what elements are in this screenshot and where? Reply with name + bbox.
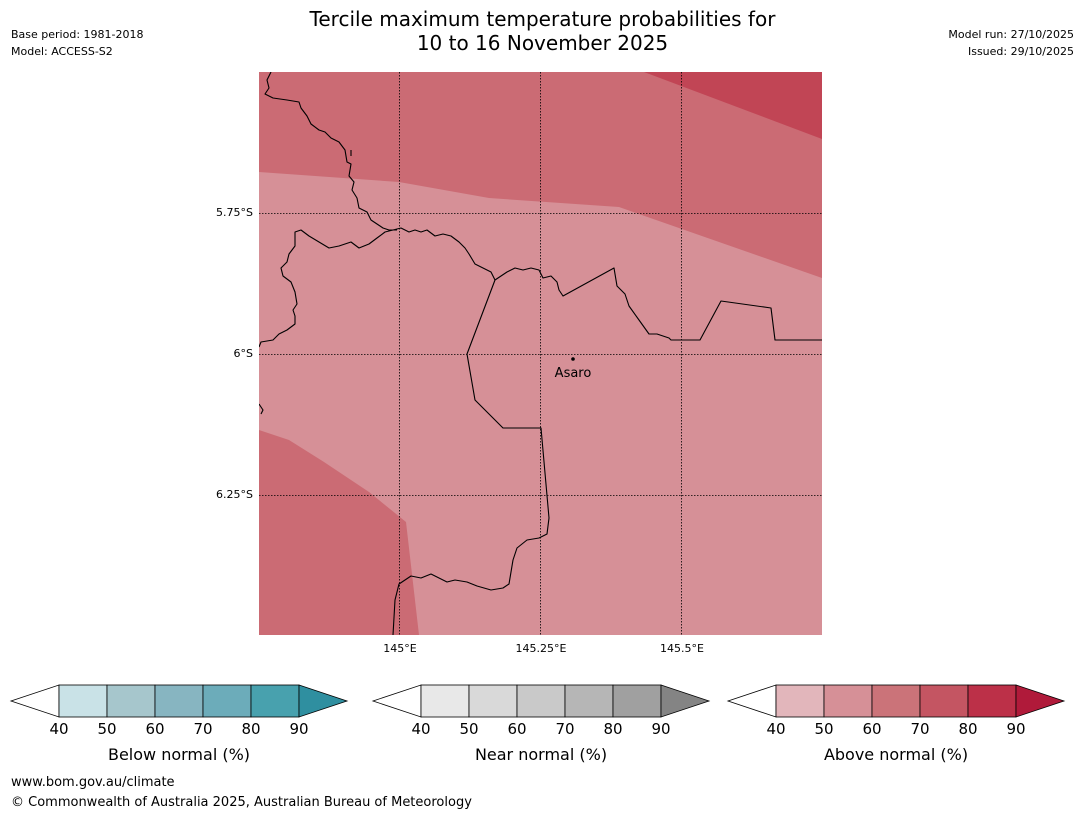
lon-label-145-25e: 145.25°E (515, 642, 567, 655)
colorbar-tick-label: 40 (766, 720, 785, 738)
fill-above-60-70-southwest (259, 430, 419, 635)
colorbar-near-label: Near normal (%) (474, 745, 608, 764)
title-line-2: 10 to 16 November 2025 (416, 31, 669, 55)
colorbar-below-normal: 40 50 60 70 80 90 (9, 684, 349, 738)
colorbar-arrow-low (726, 684, 777, 718)
colorbar-cell (154, 684, 204, 718)
colorbar-tick-label: 90 (289, 720, 308, 738)
lat-label-5-75s: 5.75°S (216, 206, 253, 219)
asaro-label: Asaro (555, 366, 592, 381)
lon-label-145-5e: 145.5°E (660, 642, 704, 655)
probability-map: Asaro (259, 72, 822, 635)
colorbar-tick-label: 70 (193, 720, 212, 738)
copyright-text: © Commonwealth of Australia 2025, Austra… (11, 795, 472, 810)
colorbar-cell (612, 684, 662, 718)
colorbar-tick-label: 80 (603, 720, 622, 738)
colorbar-tick-label: 50 (814, 720, 833, 738)
issued-text: Issued: 29/10/2025 (967, 45, 1074, 58)
lat-label-6-25s: 6.25°S (216, 488, 253, 501)
lon-label-145e: 145°E (383, 642, 417, 655)
header-left: Base period: 1981-2018 Model: ACCESS-S2 (11, 26, 143, 60)
colorbar-arrow-low (9, 684, 60, 718)
colorbar-cell (871, 684, 921, 718)
colorbar-tick-label: 60 (145, 720, 164, 738)
fill-above-80-90-northeast (644, 72, 822, 139)
colorbar-cell (516, 684, 566, 718)
colorbar-legend: 40 50 60 70 80 90 40 50 60 70 80 90 40 50 60 70 80 90 (9, 684, 1066, 738)
base-period-text: Base period: 1981-2018 (11, 28, 144, 41)
colorbar-cell (250, 684, 300, 718)
colorbar-tick-label: 60 (507, 720, 526, 738)
website-link[interactable]: www.bom.gov.au/climate (11, 775, 175, 790)
colorbar-near-normal: 40 50 60 70 80 90 (371, 684, 711, 738)
colorbar-tick-label: 60 (862, 720, 881, 738)
colorbar-tick-label: 50 (459, 720, 478, 738)
colorbar-above-label: Above normal (%) (823, 745, 969, 764)
colorbar-cell (823, 684, 873, 718)
colorbar-cell (420, 684, 470, 718)
colorbar-above-normal: 40 50 60 70 80 90 (726, 684, 1066, 738)
lat-label-6s: 6°S (233, 347, 253, 360)
map-title: Tercile maximum temperature probabilitie… (0, 7, 1085, 55)
colorbar-tick-label: 70 (555, 720, 574, 738)
boundaries (259, 72, 822, 635)
colorbar-tick-label: 40 (49, 720, 68, 738)
colorbar-cell (775, 684, 825, 718)
colorbar-arrow-high (298, 684, 349, 718)
colorbar-tick-label: 80 (958, 720, 977, 738)
colorbar-arrow-low (371, 684, 422, 718)
colorbar-cell (202, 684, 252, 718)
header-right: Model run: 27/10/2025 Issued: 29/10/2025 (948, 26, 1074, 60)
colorbar-cell (468, 684, 518, 718)
colorbar-tick-label: 80 (241, 720, 260, 738)
model-text: Model: ACCESS-S2 (11, 45, 113, 58)
colorbar-arrow-high (1015, 684, 1066, 718)
colorbar-tick-label: 90 (1006, 720, 1025, 738)
model-run-text: Model run: 27/10/2025 (948, 28, 1074, 41)
colorbar-tick-label: 50 (97, 720, 116, 738)
colorbar-cell (919, 684, 969, 718)
colorbar-cell (967, 684, 1017, 718)
asaro-marker (571, 357, 575, 361)
colorbar-tick-label: 70 (910, 720, 929, 738)
colorbar-below-label: Below normal (%) (107, 745, 251, 764)
colorbar-cell (564, 684, 614, 718)
colorbar-cell (58, 684, 108, 718)
colorbar-arrow-high (660, 684, 711, 718)
colorbar-cell (106, 684, 156, 718)
title-line-1: Tercile maximum temperature probabilitie… (309, 7, 776, 31)
graticule (259, 72, 822, 635)
colorbar-tick-label: 40 (411, 720, 430, 738)
colorbar-tick-label: 90 (651, 720, 670, 738)
